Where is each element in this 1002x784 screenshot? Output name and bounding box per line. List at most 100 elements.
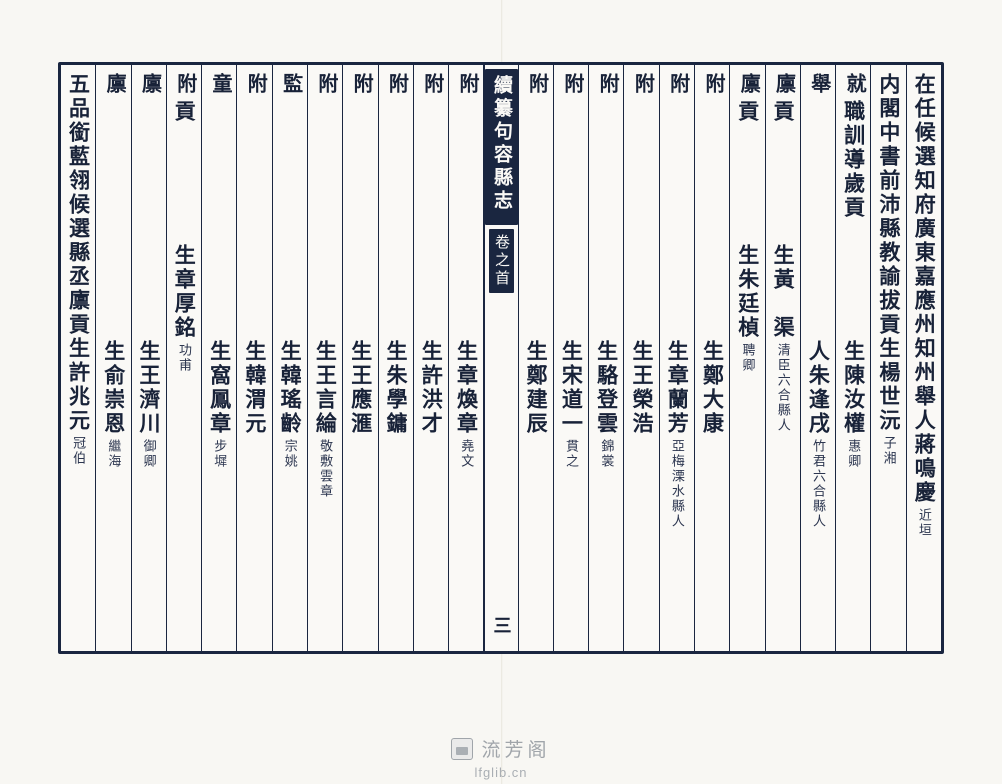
column-annotation: 敬敷雲章 <box>318 439 332 499</box>
column-body-text: 生韓渭元 <box>243 340 266 436</box>
column-head-char: 附 <box>701 73 723 96</box>
column-prefix: 貢 <box>771 100 794 124</box>
column-body-text: 生許洪才 <box>420 340 443 436</box>
text-column: 附生章煥章堯文 <box>449 65 484 651</box>
column-annotation: 貫之 <box>564 439 578 469</box>
text-column: 就職訓導歲貢生陳汝權惠卿 <box>836 65 871 651</box>
column-long-text: 五品銜藍翎候選縣丞廪貢生許兆元 <box>67 73 90 433</box>
column-head-char: 舉 <box>807 73 829 96</box>
column-head-char: 附 <box>314 73 336 96</box>
column-container: 在任候選知府廣東嘉應州知州舉人蔣鳴慶近垣内閣中書前沛縣教諭拔貢生楊世沅子湘就職訓… <box>61 65 941 651</box>
column-annotation: 繼海 <box>106 439 120 469</box>
column-body-text: 生韓瑤齡 <box>278 340 301 436</box>
column-annotation: 亞梅溧水縣人 <box>670 439 684 529</box>
column-long-text: 内閣中書前沛縣教諭拔貢生楊世沅 <box>877 73 900 433</box>
column-annotation: 堯文 <box>459 439 473 469</box>
column-head-char: 附 <box>244 73 266 96</box>
book-icon <box>451 738 473 760</box>
text-column: 廪貢生朱廷楨聘卿 <box>730 65 765 651</box>
column-annotation: 清臣六合縣人 <box>776 343 790 433</box>
column-body-text: 生陳汝權 <box>842 340 865 436</box>
column-head-char: 附 <box>455 73 477 96</box>
text-column: 附生王應滙 <box>343 65 378 651</box>
column-body-text: 生黃 渠 <box>771 244 794 340</box>
column-body-text: 生王濟川 <box>137 340 160 436</box>
spine-column: 續纂句容縣志卷之首三 <box>484 65 518 651</box>
column-annotation: 步墀 <box>212 439 226 469</box>
page-background: 在任候選知府廣東嘉應州知州舉人蔣鳴慶近垣内閣中書前沛縣教諭拔貢生楊世沅子湘就職訓… <box>0 0 1002 784</box>
column-body-text: 生窩鳳章 <box>208 340 231 436</box>
column-head-char: 附 <box>666 73 688 96</box>
column-head-char: 廪 <box>103 73 125 96</box>
column-annotation: 功甫 <box>177 343 191 373</box>
column-prefix: 職訓導歲貢 <box>842 100 865 220</box>
column-body-text: 生王榮浩 <box>630 340 653 436</box>
watermark: 流芳阁 <box>0 735 1002 762</box>
column-head-char: 附 <box>350 73 372 96</box>
text-column: 附生王言綸敬敷雲章 <box>308 65 343 651</box>
column-body-text: 生駱登雲 <box>595 340 618 436</box>
text-column: 舉人朱逢戌竹君六合縣人 <box>801 65 836 651</box>
watermark-url: lfglib.cn <box>0 765 1002 780</box>
column-body-text: 生章煥章 <box>455 340 478 436</box>
column-head-char: 附 <box>596 73 618 96</box>
column-head-char: 附 <box>631 73 653 96</box>
column-prefix: 貢 <box>173 100 196 124</box>
text-column: 附生王榮浩 <box>624 65 659 651</box>
text-column: 在任候選知府廣東嘉應州知州舉人蔣鳴慶近垣 <box>907 65 941 651</box>
spine-title: 續纂句容縣志 <box>485 69 518 225</box>
text-column: 廪生王濟川御卿 <box>132 65 167 651</box>
column-head-char: 附 <box>385 73 407 96</box>
text-column: 童生窩鳳章步墀 <box>202 65 237 651</box>
text-column: 監生韓瑤齡宗姚 <box>273 65 308 651</box>
text-column: 附生許洪才 <box>414 65 449 651</box>
column-head-char: 就 <box>842 73 864 96</box>
text-column: 附生鄭建辰 <box>519 65 554 651</box>
spine-folio: 三 <box>488 616 514 637</box>
column-body-text: 生朱學鏞 <box>384 340 407 436</box>
column-head-char: 附 <box>525 73 547 96</box>
column-body-text: 生章厚銘 <box>173 244 196 340</box>
sheet-frame: 在任候選知府廣東嘉應州知州舉人蔣鳴慶近垣内閣中書前沛縣教諭拔貢生楊世沅子湘就職訓… <box>58 62 944 654</box>
column-annotation: 御卿 <box>142 439 156 469</box>
spine-section: 卷之首 <box>489 229 514 293</box>
column-head-char: 童 <box>208 73 230 96</box>
text-column: 内閣中書前沛縣教諭拔貢生楊世沅子湘 <box>871 65 906 651</box>
watermark-title: 流芳阁 <box>481 735 550 762</box>
text-column: 五品銜藍翎候選縣丞廪貢生許兆元冠伯 <box>61 65 96 651</box>
text-column: 廪生俞崇恩繼海 <box>96 65 131 651</box>
column-annotation: 宗姚 <box>283 439 297 469</box>
text-column: 附生宋道一貫之 <box>554 65 589 651</box>
text-column: 附生韓渭元 <box>237 65 272 651</box>
column-long-text: 在任候選知府廣東嘉應州知州舉人蔣鳴慶 <box>913 73 936 505</box>
column-head-char: 附 <box>420 73 442 96</box>
column-head-char: 監 <box>279 73 301 96</box>
column-head-char: 附 <box>173 73 195 96</box>
column-head-char: 廪 <box>138 73 160 96</box>
column-annotation: 聘卿 <box>740 343 754 373</box>
column-body-text: 生鄭建辰 <box>524 340 547 436</box>
column-annotation: 近垣 <box>917 508 931 538</box>
text-column: 附生駱登雲錦裳 <box>589 65 624 651</box>
column-annotation: 子湘 <box>882 436 896 466</box>
column-body-text: 生王應滙 <box>349 340 372 436</box>
text-column: 廪貢生黃 渠清臣六合縣人 <box>766 65 801 651</box>
column-head-char: 附 <box>560 73 582 96</box>
column-annotation: 冠伯 <box>71 436 85 466</box>
column-body-text: 生宋道一 <box>560 340 583 436</box>
column-prefix: 貢 <box>736 100 759 124</box>
column-annotation: 錦裳 <box>599 439 613 469</box>
column-body-text: 生章蘭芳 <box>666 340 689 436</box>
text-column: 附生鄭大康 <box>695 65 730 651</box>
column-body-text: 生鄭大康 <box>701 340 724 436</box>
column-body-text: 生王言綸 <box>314 340 337 436</box>
text-column: 附生朱學鏞 <box>379 65 414 651</box>
column-head-char: 廪 <box>737 73 759 96</box>
text-column: 附貢生章厚銘功甫 <box>167 65 202 651</box>
column-annotation: 竹君六合縣人 <box>811 439 825 529</box>
column-body-text: 生朱廷楨 <box>736 244 759 340</box>
column-body-text: 人朱逢戌 <box>807 340 830 436</box>
text-column: 附生章蘭芳亞梅溧水縣人 <box>660 65 695 651</box>
column-annotation: 惠卿 <box>846 439 860 469</box>
column-body-text: 生俞崇恩 <box>102 340 125 436</box>
